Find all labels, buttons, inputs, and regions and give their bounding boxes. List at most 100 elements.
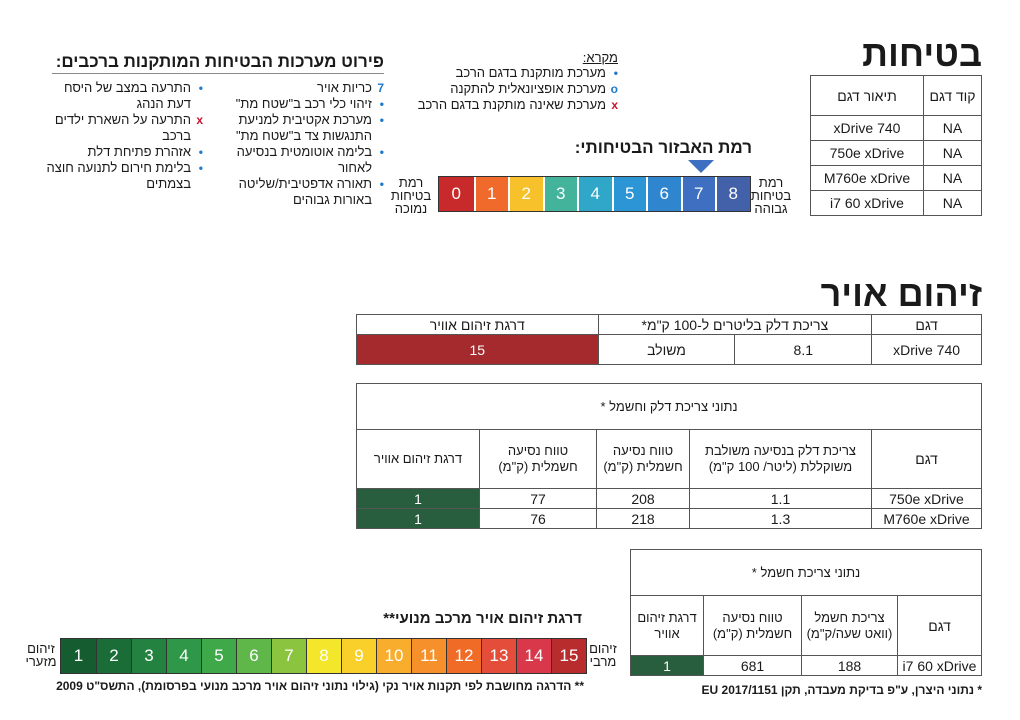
system-item: x התרעה על השארת ילדים ברכב	[43, 112, 203, 144]
table-row: NA 740 xDrive	[810, 115, 982, 141]
scale-step-0: 0	[439, 177, 474, 211]
system-text: זיהוי כלי רכב ב"שטח מת"	[235, 96, 372, 111]
scale-step-7: 7	[271, 639, 306, 673]
systems-title-divider	[52, 73, 384, 74]
safety-level-title: רמת האבזור הבטיחותי:	[574, 138, 752, 157]
bullet-icon: •	[379, 113, 384, 127]
model-name-cell: M760e xDrive	[810, 165, 924, 191]
scale-step-7: 7	[680, 177, 715, 211]
scale-step-1: 1	[473, 177, 508, 211]
legend-text: מערכת שאינה מותקנת בדגם הרכב	[417, 97, 606, 112]
safety-models-table: קוד דגם תיאור דגם NA 740 xDrive NA 750e …	[810, 75, 982, 216]
x-icon: x	[196, 113, 203, 127]
header-fuel: צריכת דלק בליטרים ל-100 ק"מ*	[597, 314, 873, 335]
consumption-cell: 188	[801, 655, 898, 676]
header-grade: דרגת זיהום אוויר	[356, 314, 599, 335]
table-row: NA 750e xDrive	[810, 140, 982, 166]
scale-step-3: 3	[542, 177, 577, 211]
model-cell: i7 60 xDrive	[897, 655, 982, 676]
range-cell: 218	[596, 508, 690, 529]
safety-systems-title: פירוט מערכות הבטיחות המותקנות ברכבים:	[55, 52, 384, 71]
fuel-value-cell: 8.1	[734, 334, 873, 365]
scale-step-1: 1	[61, 639, 96, 673]
legend-item-installed: • מערכת מותקנת בדגם הרכב	[408, 65, 618, 81]
scale-step-2: 2	[96, 639, 131, 673]
model-code-cell: NA	[923, 190, 982, 216]
system-item: • בלימת חירום לתנועה חוצה בצמתים	[43, 160, 203, 192]
header-model: דגם	[897, 595, 982, 656]
grade-cell: 15	[356, 334, 599, 365]
model-name-cell: 750e xDrive	[810, 140, 924, 166]
footnote-data: * נתוני היצרן, ע"פ בדיקת מעבדה, תקן EU 2…	[701, 683, 982, 697]
header-model-code: קוד דגם	[923, 75, 982, 116]
scale-step-2: 2	[508, 177, 543, 211]
system-text: התרעה על השארת ילדים ברכב	[54, 112, 191, 143]
grade-cell: 1	[356, 488, 480, 509]
scale-step-11: 11	[411, 639, 446, 673]
table-row: 750e xDrive 1.1 208 77 1	[356, 488, 982, 509]
scale-step-5: 5	[201, 639, 236, 673]
model-name-cell: 740 xDrive	[810, 115, 924, 141]
system-item: • מערכת אקטיבית למניעת התנגשות צד ב"שטח מ…	[214, 112, 384, 144]
header-range-1: טווח נסיעה חשמלית (ק"מ)	[596, 429, 690, 489]
airbag-count: 7	[377, 81, 384, 95]
header-grade: דרגת זיהום אוויר	[356, 429, 480, 489]
system-text: התרעה במצב של היסח דעת הנהג	[63, 80, 191, 111]
table2-title: נתוני צריכת דלק וחשמל *	[356, 383, 982, 430]
fuel-cell: 1.3	[689, 508, 872, 529]
header-range: טווח נסיעה חשמלית (ק"מ)	[703, 595, 802, 656]
model-cell: 750e xDrive	[871, 488, 982, 509]
scale-step-15: 15	[551, 639, 586, 673]
system-text: בלימה אוטומטית בנסיעה לאחור	[236, 144, 372, 175]
table3-title: נתוני צריכת חשמל *	[630, 549, 982, 596]
range-cell: 208	[596, 488, 690, 509]
system-text: תאורה אדפטיבית/שליטה באורות גבוהים	[238, 176, 372, 207]
scale-step-3: 3	[131, 639, 166, 673]
model-code-cell: NA	[923, 115, 982, 141]
scale-high-label: רמת בטיחות גבוהה	[750, 175, 792, 216]
header-fuel-combined: צריכת דלק בנסיעה משולבת משוקללת (ליטר/ 1…	[689, 429, 872, 489]
table-row: i7 60 xDrive 188 681 1	[630, 655, 982, 676]
scale-min-label: זיהום מזערי	[25, 641, 57, 669]
pollution-scale-title: דרגת זיהום אויר מרכב מנועי**	[383, 610, 582, 627]
scale-step-8: 8	[715, 177, 750, 211]
bullet-icon: •	[198, 145, 203, 159]
legend-text: מערכת אופציונאלית להתקנה	[450, 81, 606, 96]
legend-text: מערכת מותקנת בדגם הרכב	[455, 65, 606, 80]
scale-step-12: 12	[446, 639, 481, 673]
grade-cell: 1	[630, 655, 704, 676]
legend-title: מקרא:	[582, 50, 618, 65]
fuel-type-cell: משולב	[597, 334, 736, 365]
system-text: מערכת אקטיבית למניעת התנגשות צד ב"שטח מת…	[236, 112, 372, 143]
system-item: • התרעה במצב של היסח דעת הנהג	[43, 80, 203, 112]
table-row: NA i7 60 xDrive	[810, 190, 982, 216]
systems-list-right: 7 כריות אויר • זיהוי כלי רכב ב"שטח מת" • מע…	[214, 80, 384, 208]
scale-step-10: 10	[376, 639, 411, 673]
pollution-grade-scale: 15 14 13 12 11 10 9 8 7 6 5 4 3 2 1	[60, 638, 587, 674]
grade-cell: 1	[356, 508, 480, 529]
safety-title: בטיחות	[862, 33, 982, 74]
electric-table: נתוני צריכת חשמל * דגם צריכת חשמל (וואט …	[630, 549, 982, 676]
circle-icon: o	[610, 82, 618, 96]
model-code-cell: NA	[923, 165, 982, 191]
scale-step-4: 4	[166, 639, 201, 673]
bullet-icon: •	[379, 145, 384, 159]
fuel-cell: 1.1	[689, 488, 872, 509]
header-consumption: צריכת חשמל (וואט שעה/ק"מ)	[801, 595, 898, 656]
bullet-icon: •	[613, 66, 618, 80]
pollution-title: זיהום אויר	[820, 273, 982, 314]
system-item: • בלימה אוטומטית בנסיעה לאחור	[214, 144, 384, 176]
system-text: בלימת חירום לתנועה חוצה בצמתים	[46, 160, 191, 191]
header-range-2: טווח נסיעה חשמלית (ק"מ)	[479, 429, 597, 489]
range-cell: 76	[479, 508, 597, 529]
bullet-icon: •	[198, 161, 203, 175]
range-cell: 681	[703, 655, 802, 676]
safety-legend: מקרא: • מערכת מותקנת בדגם הרכב o מערכת אופ…	[408, 50, 618, 113]
scale-step-13: 13	[481, 639, 516, 673]
level-pointer-icon	[688, 160, 714, 173]
system-item: • אזהרת פתיחת דלת	[43, 144, 204, 160]
table-row: NA M760e xDrive	[810, 165, 982, 191]
bullet-icon: •	[198, 81, 203, 95]
header-model-description: תיאור דגם	[810, 75, 924, 116]
